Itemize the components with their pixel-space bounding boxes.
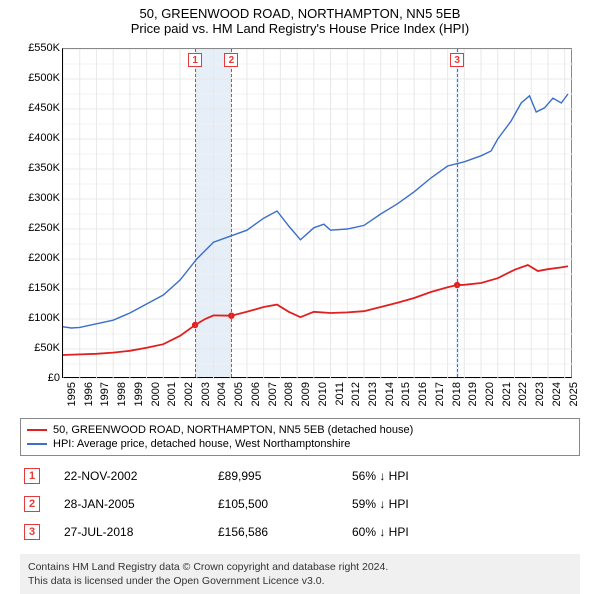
chart-container: 50, GREENWOOD ROAD, NORTHAMPTON, NN5 5EB… (0, 0, 600, 594)
x-axis-label: 1999 (133, 382, 145, 406)
x-axis-label: 1995 (66, 382, 78, 406)
event-marker-icon: 1 (24, 468, 40, 484)
x-axis-label: 2013 (367, 382, 379, 406)
y-axis-label: £550K (20, 42, 60, 54)
events-table: 1 22-NOV-2002 £89,995 56% ↓ HPI 2 28-JAN… (20, 464, 580, 548)
y-axis-label: £350K (20, 162, 60, 174)
y-axis-label: £50K (20, 342, 60, 354)
x-axis-label: 1996 (83, 382, 95, 406)
event-date: 28-JAN-2005 (64, 497, 194, 511)
x-axis-label: 2018 (451, 382, 463, 406)
event-price: £89,995 (218, 469, 328, 483)
chart-area: 123 £0 £50K £100K £150K £200K £250K £300K £350K… (20, 42, 580, 412)
title-subtitle: Price paid vs. HM Land Registry's House … (0, 21, 600, 36)
event-diff: 59% ↓ HPI (352, 497, 472, 511)
x-axis-label: 2021 (501, 382, 513, 406)
x-axis-label: 2008 (283, 382, 295, 406)
legend-item-hpi: HPI: Average price, detached house, West… (27, 437, 573, 451)
x-axis-label: 2022 (517, 382, 529, 406)
x-axis-label: 2004 (216, 382, 228, 406)
x-axis-label: 2019 (467, 382, 479, 406)
legend-swatch-property (27, 429, 47, 431)
title-address: 50, GREENWOOD ROAD, NORTHAMPTON, NN5 5EB (0, 6, 600, 21)
plot-region: 123 (62, 48, 572, 378)
x-axis-label: 1998 (116, 382, 128, 406)
legend-label-hpi: HPI: Average price, detached house, West… (53, 438, 350, 450)
y-axis-label: £400K (20, 132, 60, 144)
x-axis-label: 2010 (317, 382, 329, 406)
event-price: £105,500 (218, 497, 328, 511)
event-diff: 60% ↓ HPI (352, 525, 472, 539)
legend-label-property: 50, GREENWOOD ROAD, NORTHAMPTON, NN5 5EB… (53, 424, 413, 436)
x-axis-label: 2023 (534, 382, 546, 406)
y-axis-label: £150K (20, 282, 60, 294)
x-axis-label: 2001 (166, 382, 178, 406)
y-axis-label: £0 (20, 372, 60, 384)
x-axis-label: 2017 (434, 382, 446, 406)
event-marker-icon: 2 (24, 496, 40, 512)
x-axis-label: 2015 (400, 382, 412, 406)
event-price: £156,586 (218, 525, 328, 539)
event-row: 1 22-NOV-2002 £89,995 56% ↓ HPI (20, 464, 580, 492)
x-axis-label: 2009 (300, 382, 312, 406)
event-row: 3 27-JUL-2018 £156,586 60% ↓ HPI (20, 520, 580, 548)
x-axis-label: 2011 (334, 382, 346, 406)
event-diff: 56% ↓ HPI (352, 469, 472, 483)
x-axis-label: 2000 (150, 382, 162, 406)
y-axis-label: £250K (20, 222, 60, 234)
event-date: 27-JUL-2018 (64, 525, 194, 539)
x-axis-label: 2002 (183, 382, 195, 406)
x-axis-label: 2024 (551, 382, 563, 406)
legend: 50, GREENWOOD ROAD, NORTHAMPTON, NN5 5EB… (20, 418, 580, 456)
x-axis-label: 2020 (484, 382, 496, 406)
y-axis-label: £450K (20, 102, 60, 114)
x-axis-label: 2005 (233, 382, 245, 406)
y-axis-label: £300K (20, 192, 60, 204)
x-axis-label: 2007 (267, 382, 279, 406)
x-axis-label: 2025 (568, 382, 580, 406)
y-axis-label: £100K (20, 312, 60, 324)
event-marker-icon: 3 (24, 524, 40, 540)
title-block: 50, GREENWOOD ROAD, NORTHAMPTON, NN5 5EB… (0, 0, 600, 38)
y-axis-label: £500K (20, 72, 60, 84)
footer-attribution: Contains HM Land Registry data © Crown c… (20, 554, 580, 594)
x-axis-label: 2016 (417, 382, 429, 406)
legend-item-property: 50, GREENWOOD ROAD, NORTHAMPTON, NN5 5EB… (27, 423, 573, 437)
footer-line1: Contains HM Land Registry data © Crown c… (28, 560, 572, 574)
event-date: 22-NOV-2002 (64, 469, 194, 483)
legend-swatch-hpi (27, 443, 47, 445)
footer-line2: This data is licensed under the Open Gov… (28, 574, 572, 588)
x-axis-label: 2014 (384, 382, 396, 406)
x-axis-label: 1997 (99, 382, 111, 406)
event-row: 2 28-JAN-2005 £105,500 59% ↓ HPI (20, 492, 580, 520)
x-axis-label: 2006 (250, 382, 262, 406)
x-axis-label: 2012 (350, 382, 362, 406)
y-axis-label: £200K (20, 252, 60, 264)
x-axis-label: 2003 (200, 382, 212, 406)
